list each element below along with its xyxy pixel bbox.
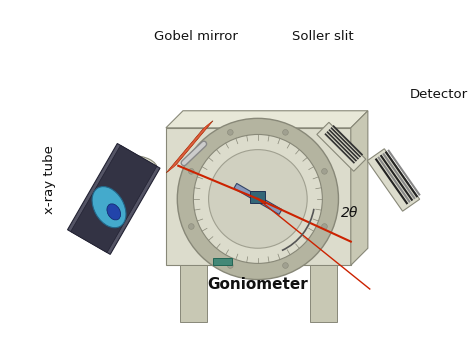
Polygon shape — [375, 158, 408, 205]
Text: Gobel mirror: Gobel mirror — [155, 30, 238, 43]
Polygon shape — [328, 129, 359, 160]
Circle shape — [322, 224, 328, 229]
Polygon shape — [367, 149, 419, 211]
Text: Goniometer: Goniometer — [208, 277, 308, 292]
Polygon shape — [330, 127, 361, 158]
Polygon shape — [166, 128, 351, 265]
Text: Detector: Detector — [410, 88, 468, 101]
Text: x-ray tube: x-ray tube — [43, 145, 56, 214]
Polygon shape — [180, 265, 207, 322]
Circle shape — [283, 263, 288, 268]
Ellipse shape — [105, 155, 157, 182]
Circle shape — [228, 263, 233, 268]
Polygon shape — [332, 125, 363, 156]
Polygon shape — [380, 154, 413, 201]
Circle shape — [209, 150, 307, 248]
Ellipse shape — [92, 187, 126, 228]
Text: 2θ: 2θ — [341, 206, 359, 220]
Polygon shape — [324, 133, 355, 164]
Polygon shape — [234, 183, 282, 214]
Polygon shape — [385, 151, 418, 198]
Polygon shape — [169, 123, 210, 171]
Polygon shape — [387, 149, 421, 196]
Circle shape — [228, 130, 233, 135]
Circle shape — [193, 135, 322, 264]
Polygon shape — [71, 145, 157, 252]
Bar — [213, 258, 232, 265]
Circle shape — [177, 118, 338, 280]
Polygon shape — [166, 111, 368, 128]
Polygon shape — [67, 144, 160, 255]
Polygon shape — [317, 122, 366, 171]
Polygon shape — [166, 121, 213, 173]
Polygon shape — [168, 122, 211, 172]
Circle shape — [322, 168, 328, 174]
Polygon shape — [310, 265, 337, 322]
Text: Soller slit: Soller slit — [292, 30, 353, 43]
Polygon shape — [351, 111, 368, 265]
Ellipse shape — [107, 204, 121, 220]
Circle shape — [189, 224, 194, 229]
Polygon shape — [327, 131, 357, 162]
Polygon shape — [250, 191, 265, 203]
Polygon shape — [382, 153, 416, 200]
Circle shape — [283, 130, 288, 135]
Polygon shape — [377, 156, 411, 203]
Circle shape — [189, 168, 194, 174]
